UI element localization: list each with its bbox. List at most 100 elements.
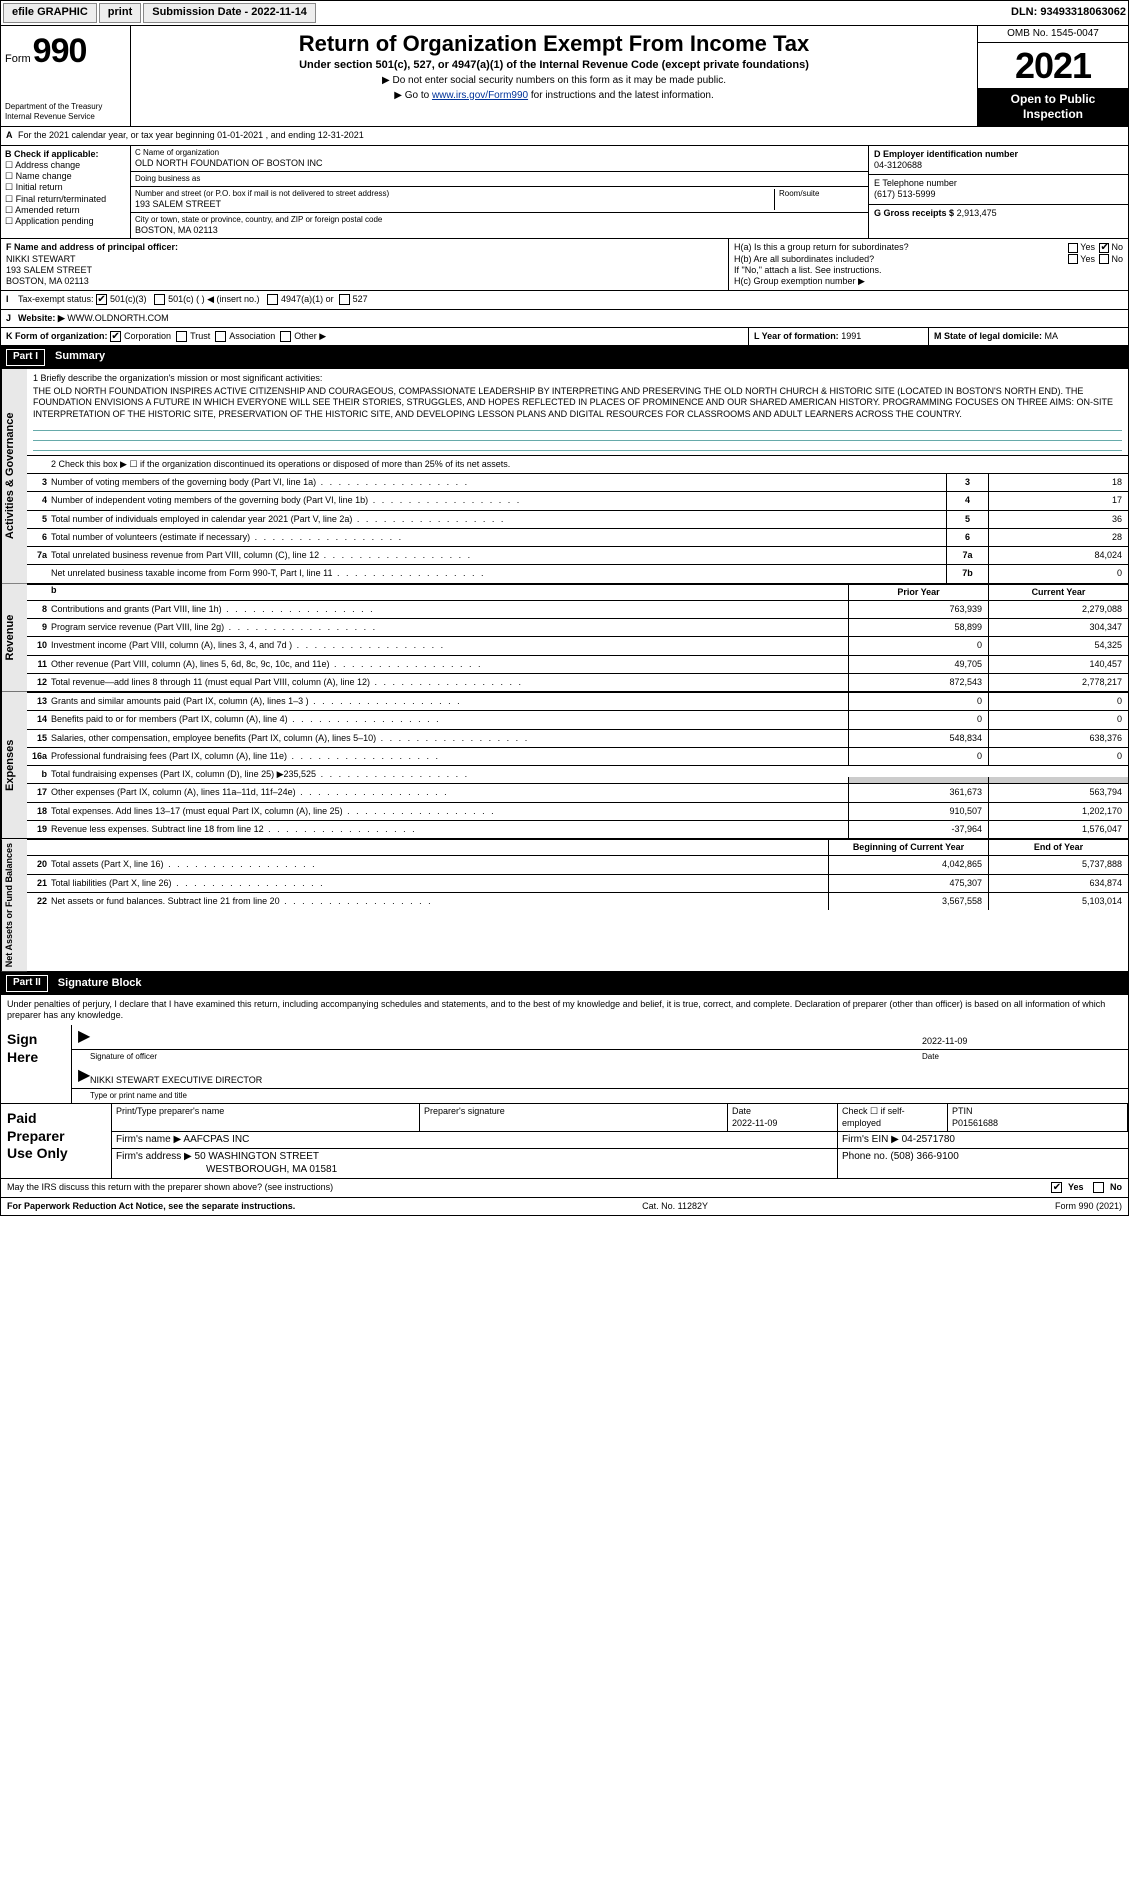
line-20: 20Total assets (Part X, line 16)4,042,86… [27,855,1128,873]
line-19: 19Revenue less expenses. Subtract line 1… [27,820,1128,838]
prior-val: 763,939 [848,601,988,618]
netassets-section: Net Assets or Fund Balances Beginning of… [0,839,1129,972]
prior-val: -37,964 [848,821,988,838]
prior-val: 0 [848,693,988,710]
line-num: 19 [27,821,51,838]
line-15: 15Salaries, other compensation, employee… [27,729,1128,747]
chk-trust [176,331,187,342]
print-btn[interactable]: print [99,3,141,23]
hc-row: H(c) Group exemption number ▶ [734,276,1123,287]
current-val: 140,457 [988,656,1128,673]
dba-label: Doing business as [135,174,864,184]
m-label: M State of legal domicile: [934,331,1042,341]
tax-exempt-label: Tax-exempt status: [18,294,94,304]
current-val: 634,874 [988,875,1128,892]
officer-addr2: BOSTON, MA 02113 [6,276,89,286]
current-val: 5,737,888 [988,856,1128,873]
prior-val: 872,543 [848,674,988,691]
line-17: 17Other expenses (Part IX, column (A), l… [27,783,1128,801]
opt-501c3: 501(c)(3) [110,294,147,304]
city-value: BOSTON, MA 02113 [135,225,864,236]
line-num: 4 [27,492,51,509]
hb-label: H(b) Are all subordinates included? [734,254,874,264]
line-text: Total fundraising expenses (Part IX, col… [51,766,848,783]
prior-val: 475,307 [828,875,988,892]
line-text: Total expenses. Add lines 13–17 (must eq… [51,803,848,820]
vtab-revenue: Revenue [1,584,27,692]
hb-yes-box [1068,254,1078,264]
line-16a: 16aProfessional fundraising fees (Part I… [27,747,1128,765]
activities-governance: Activities & Governance 1 Briefly descri… [0,369,1129,584]
prep-ptin: PTINP01561688 [948,1104,1128,1132]
efile-graphic-btn[interactable]: efile GRAPHIC [3,3,97,23]
line-num: 9 [27,619,51,636]
line-box: 4 [946,492,988,509]
line-box: 7b [946,565,988,582]
hb-note: If "No," attach a list. See instructions… [734,265,1123,276]
current-val [988,777,1128,783]
line-val: 17 [988,492,1128,509]
line-num: 22 [27,893,51,910]
line-21: 21Total liabilities (Part X, line 26)475… [27,874,1128,892]
part2-tag: Part II [6,975,48,992]
no-label2: No [1111,254,1123,264]
discuss-yes-box [1051,1182,1062,1193]
prior-val: 3,567,558 [828,893,988,910]
ha-yes-box [1068,243,1078,253]
line-12: 12Total revenue—add lines 8 through 11 (… [27,673,1128,691]
opt-other: Other ▶ [294,331,326,341]
line-text: Total revenue—add lines 8 through 11 (mu… [51,674,848,691]
chk-4947 [267,294,278,305]
g-label: G Gross receipts $ [874,208,954,218]
chk-501c [154,294,165,305]
line-text: Total liabilities (Part X, line 26) [51,875,828,892]
current-val: 2,279,088 [988,601,1128,618]
line-num: 3 [27,474,51,491]
prior-val: 361,673 [848,784,988,801]
irs-link[interactable]: www.irs.gov/Form990 [432,90,528,101]
firm-addr-label: Firm's address ▶ [116,1151,192,1162]
chk-other [280,331,291,342]
prior-val: 58,899 [848,619,988,636]
irs-label: Internal Revenue Service [5,112,126,122]
omb-number: OMB No. 1545-0047 [978,26,1128,44]
line-text: Other revenue (Part VIII, column (A), li… [51,656,848,673]
addr-label: Number and street (or P.O. box if mail i… [135,189,774,199]
line-num: 10 [27,637,51,654]
current-val: 1,576,047 [988,821,1128,838]
chk-501c3 [96,294,107,305]
current-val: 304,347 [988,619,1128,636]
col-end: End of Year [988,840,1128,855]
line-text: Benefits paid to or for members (Part IX… [51,711,848,728]
firm-ein-label: Firm's EIN ▶ [842,1134,899,1145]
opt-501c: 501(c) ( ) ◀ (insert no.) [168,294,259,304]
sig-officer-label: Signature of officer [90,1052,922,1062]
line-text: Salaries, other compensation, employee b… [51,730,848,747]
line-text: Contributions and grants (Part VIII, lin… [51,601,848,618]
chk-initial: ☐ Initial return [5,182,126,193]
line-b: bTotal fundraising expenses (Part IX, co… [27,765,1128,783]
current-val: 5,103,014 [988,893,1128,910]
line-box: 6 [946,529,988,546]
discuss-row: May the IRS discuss this return with the… [0,1179,1129,1197]
no-label: No [1111,242,1123,252]
opt-trust: Trust [190,331,210,341]
opt-4947: 4947(a)(1) or [281,294,334,304]
page-footer: For Paperwork Reduction Act Notice, see … [0,1198,1129,1216]
officer-addr1: 193 SALEM STREET [6,265,92,275]
part2-bar: Part II Signature Block [0,972,1129,995]
paperwork-notice: For Paperwork Reduction Act Notice, see … [7,1201,295,1212]
discuss-no: No [1110,1182,1122,1192]
d-label: D Employer identification number [874,149,1018,159]
gov-line-3: 3Number of voting members of the governi… [27,473,1128,491]
line-num: 8 [27,601,51,618]
line-text: Total unrelated business revenue from Pa… [51,547,946,564]
f-h-row: F Name and address of principal officer:… [0,239,1129,291]
goto-pre: ▶ Go to [394,90,432,101]
line-14: 14Benefits paid to or for members (Part … [27,710,1128,728]
form-990-logo: Form 990 [5,30,126,73]
submission-date-btn: Submission Date - 2022-11-14 [143,3,316,23]
line-22: 22Net assets or fund balances. Subtract … [27,892,1128,910]
line-10: 10Investment income (Part VIII, column (… [27,636,1128,654]
line-9: 9Program service revenue (Part VIII, lin… [27,618,1128,636]
